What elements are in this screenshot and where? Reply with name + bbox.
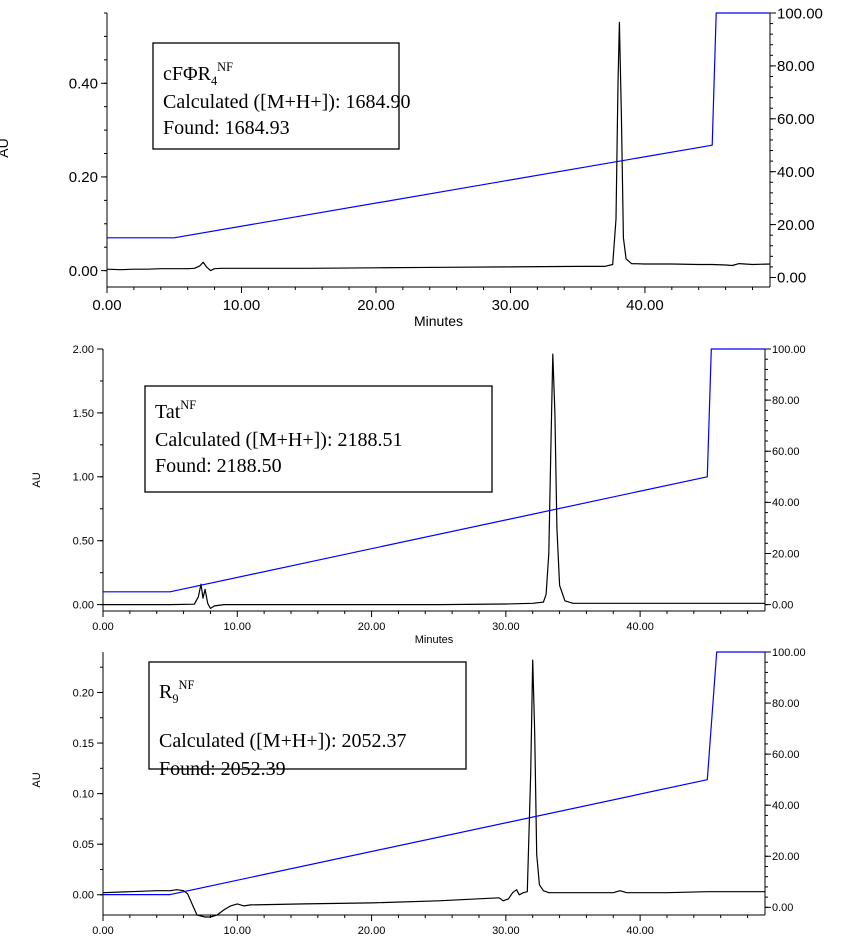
- y-tick-label: 0.05: [73, 839, 94, 851]
- y-axis-title: AU: [0, 138, 11, 157]
- y-tick-label: 0.00: [69, 263, 98, 280]
- peptide-name-superscript: NF: [217, 60, 233, 74]
- y-tick-label: 1.00: [73, 472, 94, 484]
- peptide-name: R9NF: [159, 678, 194, 706]
- x-tick-label: 10.00: [224, 621, 252, 633]
- y-tick-label: 0.20: [73, 687, 94, 699]
- y2-tick-label: 20.00: [772, 851, 800, 863]
- found-mass: Found: 2052.39: [159, 758, 286, 780]
- absorbance-trace: [106, 21, 771, 272]
- x-tick-label: 30.00: [492, 621, 520, 633]
- y2-tick-label: 60.00: [772, 446, 800, 458]
- x-tick-label: 20.00: [357, 297, 395, 314]
- y-tick-label: 0.00: [73, 890, 94, 902]
- y-tick-label: 0.00: [73, 599, 94, 611]
- x-axis-title: Minutes: [414, 313, 463, 329]
- x-tick-label: 40.00: [626, 925, 654, 937]
- x-tick-label: 40.00: [626, 621, 654, 633]
- y2-tick-label: 80.00: [772, 698, 800, 710]
- y-tick-label: 0.15: [73, 738, 94, 750]
- calculated-mass: Calculated ([M+H+]): 2188.51: [155, 429, 403, 451]
- annotation-box: [152, 42, 400, 150]
- found-mass: Found: 1684.93: [163, 117, 290, 139]
- peptide-name: cFΦR4NF: [163, 60, 233, 88]
- x-tick-label: 10.00: [223, 297, 261, 314]
- y-tick-label: 0.40: [69, 76, 98, 93]
- y2-tick-label: 0.00: [777, 270, 806, 287]
- y-axis-title: AU: [31, 772, 43, 787]
- x-axis-title: Minutes: [415, 634, 454, 646]
- peptide-name: TatNF: [155, 398, 196, 423]
- gradient-line: [103, 651, 765, 896]
- y-tick-label: 0.50: [73, 536, 94, 548]
- y2-tick-label: 20.00: [772, 548, 800, 560]
- y2-tick-label: 100.00: [772, 344, 806, 356]
- y-tick-label: 0.20: [69, 169, 98, 186]
- x-tick-label: 40.00: [626, 297, 664, 314]
- y2-tick-label: 0.00: [772, 599, 793, 611]
- x-tick-label: 0.00: [92, 297, 121, 314]
- annotation-box: [144, 385, 493, 493]
- chart-panel-3: 0.0010.0020.0030.0040.00Minutes0.000.050…: [31, 647, 806, 937]
- y2-tick-label: 0.00: [772, 902, 793, 914]
- peptide-name-subscript: 9: [172, 692, 178, 706]
- y-axis-title: AU: [31, 472, 43, 487]
- y-tick-label: 0.10: [73, 788, 94, 800]
- calculated-mass: Calculated ([M+H+]): 1684.90: [163, 91, 411, 113]
- x-tick-label: 30.00: [492, 925, 520, 937]
- x-tick-label: 30.00: [492, 297, 530, 314]
- peptide-name-superscript: NF: [179, 678, 195, 692]
- peptide-name-subscript: 4: [211, 74, 217, 88]
- y2-tick-label: 80.00: [777, 58, 815, 75]
- x-tick-label: 0.00: [92, 621, 113, 633]
- absorbance-trace: [103, 353, 765, 610]
- chart-panel-1: 0.00 10.00 20.00 30.00 40.00Minutes0.000.200…: [0, 5, 823, 329]
- y2-tick-label: 60.00: [772, 749, 800, 761]
- peptide-name-superscript: NF: [180, 398, 196, 412]
- y2-tick-label: 40.00: [772, 800, 800, 812]
- calculated-mass: Calculated ([M+H+]): 2052.37: [159, 730, 407, 752]
- peptide-name-base: cFΦR: [163, 63, 212, 85]
- peptide-name-base: Tat: [155, 401, 181, 423]
- y2-tick-label: 80.00: [772, 395, 800, 407]
- y-tick-label: 2.00: [73, 344, 94, 356]
- chart-panel-2: 0.00 10.00 20.00 30.00 40.00 Minutes 0.00 0.50 1…: [31, 344, 806, 646]
- x-tick-label: 20.00: [358, 925, 386, 937]
- annotation-box: [148, 661, 467, 770]
- absorbance-trace: [102, 659, 765, 918]
- y-tick-label: 1.50: [73, 408, 94, 420]
- gradient-line: [103, 348, 765, 593]
- y2-tick-label: 40.00: [777, 164, 815, 181]
- y2-tick-label: 100.00: [772, 647, 806, 659]
- y2-tick-label: 60.00: [777, 111, 815, 128]
- gradient-line: [107, 12, 770, 239]
- y2-tick-label: 20.00: [777, 217, 815, 234]
- x-tick-label: 10.00: [224, 925, 252, 937]
- x-tick-label: 0.00: [92, 925, 113, 937]
- peptide-name-base: R: [159, 681, 173, 703]
- x-tick-label: 20.00: [358, 621, 386, 633]
- found-mass: Found: 2188.50: [155, 455, 282, 477]
- y2-tick-label: 40.00: [772, 497, 800, 509]
- y2-tick-label: 100.00: [777, 5, 823, 22]
